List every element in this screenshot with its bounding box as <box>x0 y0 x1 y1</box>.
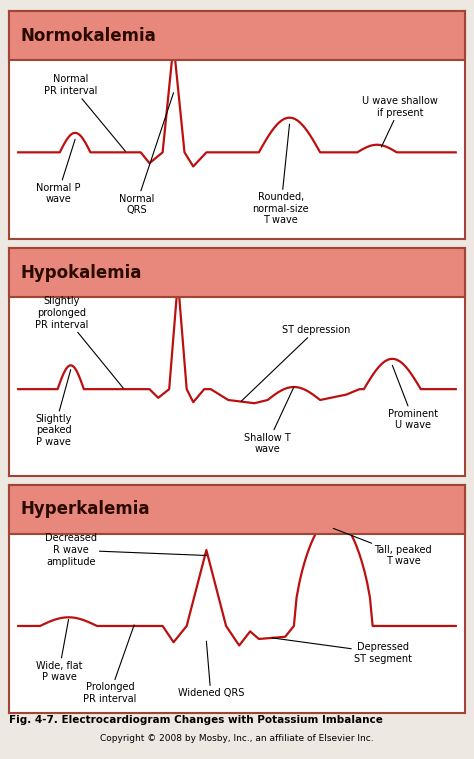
Text: Widened QRS: Widened QRS <box>178 641 244 698</box>
Text: ST depression: ST depression <box>241 325 350 401</box>
Bar <box>9 485 465 534</box>
Text: Slightly
peaked
P wave: Slightly peaked P wave <box>36 370 72 447</box>
Text: Depressed
ST segment: Depressed ST segment <box>272 638 412 664</box>
Text: Decreased
R wave
amplitude: Decreased R wave amplitude <box>45 534 206 567</box>
Text: Normal
QRS: Normal QRS <box>118 93 173 216</box>
Text: Hyperkalemia: Hyperkalemia <box>21 500 150 518</box>
Text: Normal P
wave: Normal P wave <box>36 140 80 204</box>
Text: Rounded,
normal-size
T wave: Rounded, normal-size T wave <box>253 124 309 225</box>
Text: Normokalemia: Normokalemia <box>21 27 156 45</box>
Bar <box>9 248 465 297</box>
Text: Prominent
U wave: Prominent U wave <box>388 365 438 430</box>
Text: Normal
PR interval: Normal PR interval <box>44 74 126 151</box>
Text: Copyright © 2008 by Mosby, Inc., an affiliate of Elsevier Inc.: Copyright © 2008 by Mosby, Inc., an affi… <box>100 734 374 743</box>
Text: Wide, flat
P wave: Wide, flat P wave <box>36 619 82 682</box>
Bar <box>9 11 465 60</box>
Text: Fig. 4-7. Electrocardiogram Changes with Potassium Imbalance: Fig. 4-7. Electrocardiogram Changes with… <box>9 714 383 725</box>
Text: Tall, peaked
T wave: Tall, peaked T wave <box>333 528 432 566</box>
Text: U wave shallow
if present: U wave shallow if present <box>363 96 438 147</box>
Text: Prolonged
PR interval: Prolonged PR interval <box>83 625 137 704</box>
Text: Hypokalemia: Hypokalemia <box>21 263 142 282</box>
Text: Slightly
prolonged
PR interval: Slightly prolonged PR interval <box>35 296 123 388</box>
Text: Shallow T
wave: Shallow T wave <box>244 387 294 454</box>
